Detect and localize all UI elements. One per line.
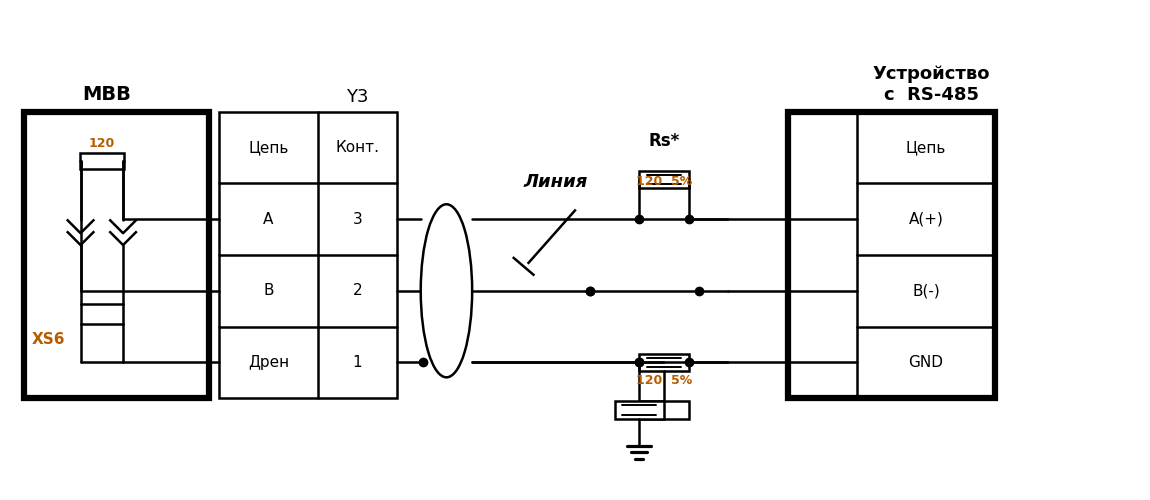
Text: Цепь: Цепь — [248, 140, 289, 155]
Bar — [218, 112, 397, 399]
Bar — [639, 354, 689, 372]
Text: Дрен: Дрен — [248, 355, 289, 370]
Ellipse shape — [421, 204, 473, 378]
Bar — [81, 153, 123, 169]
Bar — [639, 170, 689, 188]
Text: GND: GND — [908, 355, 943, 370]
Text: 2: 2 — [353, 284, 362, 298]
Bar — [788, 112, 995, 399]
Text: Rs*: Rs* — [649, 132, 680, 150]
Text: Конт.: Конт. — [336, 140, 380, 155]
Text: Линия: Линия — [523, 172, 588, 190]
Text: МВВ: МВВ — [83, 84, 131, 103]
Bar — [24, 112, 209, 399]
Text: 120: 120 — [89, 137, 115, 150]
Text: В(-): В(-) — [912, 284, 940, 298]
Text: А: А — [263, 212, 274, 226]
Text: Y3: Y3 — [346, 88, 369, 106]
Bar — [639, 401, 689, 419]
Text: Устройство
с  RS-485: Устройство с RS-485 — [872, 65, 990, 104]
Text: Цепь: Цепь — [906, 140, 946, 155]
Text: А(+): А(+) — [908, 212, 943, 226]
Bar — [614, 401, 664, 419]
Text: 120  5%: 120 5% — [636, 374, 692, 388]
Text: 120  5%: 120 5% — [636, 176, 692, 188]
Text: 1: 1 — [353, 355, 362, 370]
Text: В: В — [263, 284, 274, 298]
Text: XS6: XS6 — [32, 332, 66, 347]
Text: 3: 3 — [353, 212, 362, 226]
